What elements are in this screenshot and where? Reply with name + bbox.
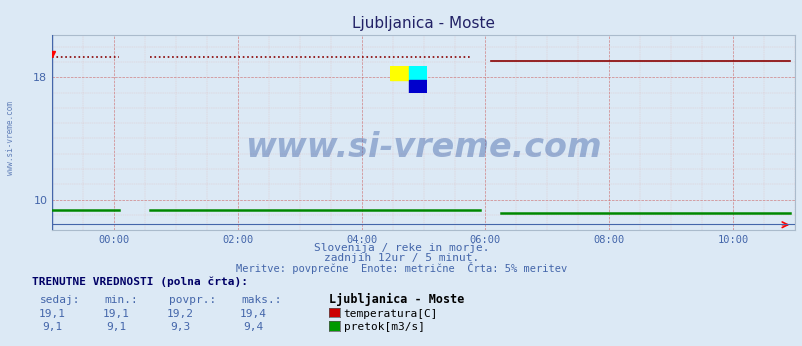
Text: 9,1: 9,1 xyxy=(106,322,127,333)
Bar xyxy=(408,66,427,80)
Text: www.si-vreme.com: www.si-vreme.com xyxy=(6,101,15,175)
Text: maks.:: maks.: xyxy=(241,295,281,305)
Text: 19,1: 19,1 xyxy=(103,309,130,319)
Bar xyxy=(408,80,427,93)
Text: pretok[m3/s]: pretok[m3/s] xyxy=(343,322,424,333)
Text: Meritve: povprečne  Enote: metrične  Črta: 5% meritev: Meritve: povprečne Enote: metrične Črta:… xyxy=(236,262,566,274)
Text: 9,4: 9,4 xyxy=(242,322,263,333)
Text: 9,3: 9,3 xyxy=(170,322,191,333)
Bar xyxy=(390,66,408,80)
Text: sedaj:: sedaj: xyxy=(40,295,80,305)
Text: temperatura[C]: temperatura[C] xyxy=(343,309,438,319)
Text: TRENUTNE VREDNOSTI (polna črta):: TRENUTNE VREDNOSTI (polna črta): xyxy=(32,277,248,288)
Text: Slovenija / reke in morje.: Slovenija / reke in morje. xyxy=(314,243,488,253)
Text: min.:: min.: xyxy=(104,295,138,305)
Text: www.si-vreme.com: www.si-vreme.com xyxy=(245,131,602,164)
Text: 19,2: 19,2 xyxy=(167,309,194,319)
Text: zadnjih 12ur / 5 minut.: zadnjih 12ur / 5 minut. xyxy=(323,253,479,263)
Text: Ljubljanica - Moste: Ljubljanica - Moste xyxy=(329,293,464,306)
Text: 19,4: 19,4 xyxy=(239,309,266,319)
Text: 9,1: 9,1 xyxy=(42,322,63,333)
Text: 19,1: 19,1 xyxy=(38,309,66,319)
Title: Ljubljanica - Moste: Ljubljanica - Moste xyxy=(351,16,495,31)
Text: povpr.:: povpr.: xyxy=(168,295,216,305)
